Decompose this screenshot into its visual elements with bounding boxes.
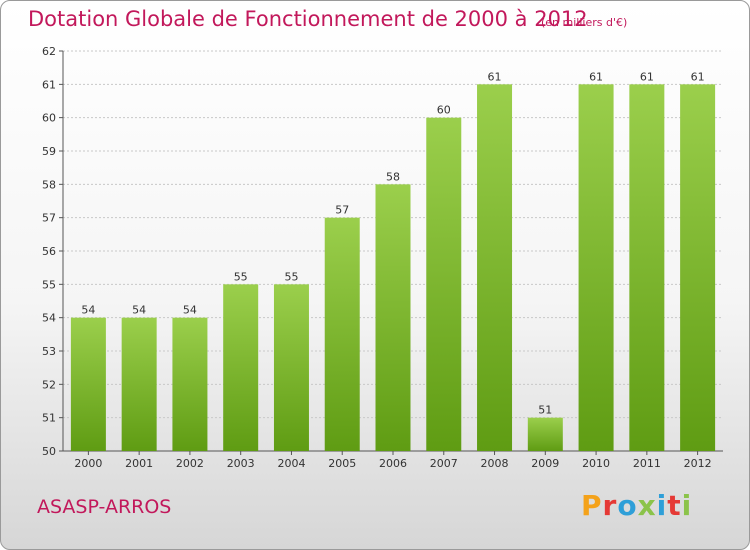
data-label: 58 bbox=[386, 170, 400, 183]
data-label: 57 bbox=[335, 204, 349, 217]
x-tick-label: 2001 bbox=[125, 457, 153, 470]
bar bbox=[324, 217, 360, 451]
y-tick-label: 52 bbox=[42, 378, 56, 391]
data-label: 61 bbox=[488, 70, 502, 83]
y-tick-label: 58 bbox=[42, 178, 56, 191]
x-tick-label: 2003 bbox=[227, 457, 255, 470]
y-tick-label: 61 bbox=[42, 78, 56, 91]
x-tick-label: 2012 bbox=[684, 457, 712, 470]
x-tick-label: 2007 bbox=[430, 457, 458, 470]
y-tick-label: 50 bbox=[42, 445, 56, 458]
y-tick-label: 60 bbox=[42, 112, 56, 125]
data-label: 60 bbox=[437, 104, 451, 117]
data-label: 51 bbox=[538, 404, 552, 417]
data-label: 61 bbox=[691, 70, 705, 83]
data-label: 54 bbox=[81, 304, 95, 317]
chart-subtitle: (en milliers d'€) bbox=[541, 16, 628, 29]
y-tick-label: 53 bbox=[42, 345, 56, 358]
x-tick-label: 2010 bbox=[582, 457, 610, 470]
proxiti-logo: Proxiti bbox=[581, 489, 693, 522]
y-tick-label: 56 bbox=[42, 245, 56, 258]
x-tick-label: 2011 bbox=[633, 457, 661, 470]
data-label: 54 bbox=[132, 304, 146, 317]
y-tick-label: 57 bbox=[42, 212, 56, 225]
x-tick-label: 2002 bbox=[176, 457, 204, 470]
x-tick-label: 2000 bbox=[74, 457, 102, 470]
x-tick-label: 2006 bbox=[379, 457, 407, 470]
bar bbox=[680, 84, 716, 451]
bar bbox=[578, 84, 614, 451]
bar bbox=[121, 317, 157, 451]
bar bbox=[172, 317, 208, 451]
bar bbox=[426, 117, 462, 452]
x-tick-label: 2005 bbox=[328, 457, 356, 470]
bar bbox=[273, 284, 309, 451]
x-tick-label: 2004 bbox=[277, 457, 305, 470]
data-label: 55 bbox=[284, 270, 298, 283]
x-tick-label: 2008 bbox=[481, 457, 509, 470]
commune-name: ASASP-ARROS bbox=[37, 496, 172, 518]
x-tick-label: 2009 bbox=[531, 457, 559, 470]
bar bbox=[527, 417, 563, 451]
bar bbox=[477, 84, 513, 451]
bar bbox=[629, 84, 665, 451]
data-label: 61 bbox=[589, 70, 603, 83]
data-label: 54 bbox=[183, 304, 197, 317]
bar bbox=[375, 184, 411, 452]
bar bbox=[223, 284, 259, 451]
y-tick-label: 59 bbox=[42, 145, 56, 158]
data-label: 61 bbox=[640, 70, 654, 83]
chart-title: Dotation Globale de Fonctionnement de 20… bbox=[28, 7, 588, 31]
y-tick-label: 62 bbox=[42, 45, 56, 58]
bar bbox=[70, 317, 106, 451]
y-tick-label: 55 bbox=[42, 278, 56, 291]
y-tick-label: 54 bbox=[42, 312, 56, 325]
data-label: 55 bbox=[234, 270, 248, 283]
y-tick-label: 51 bbox=[42, 412, 56, 425]
